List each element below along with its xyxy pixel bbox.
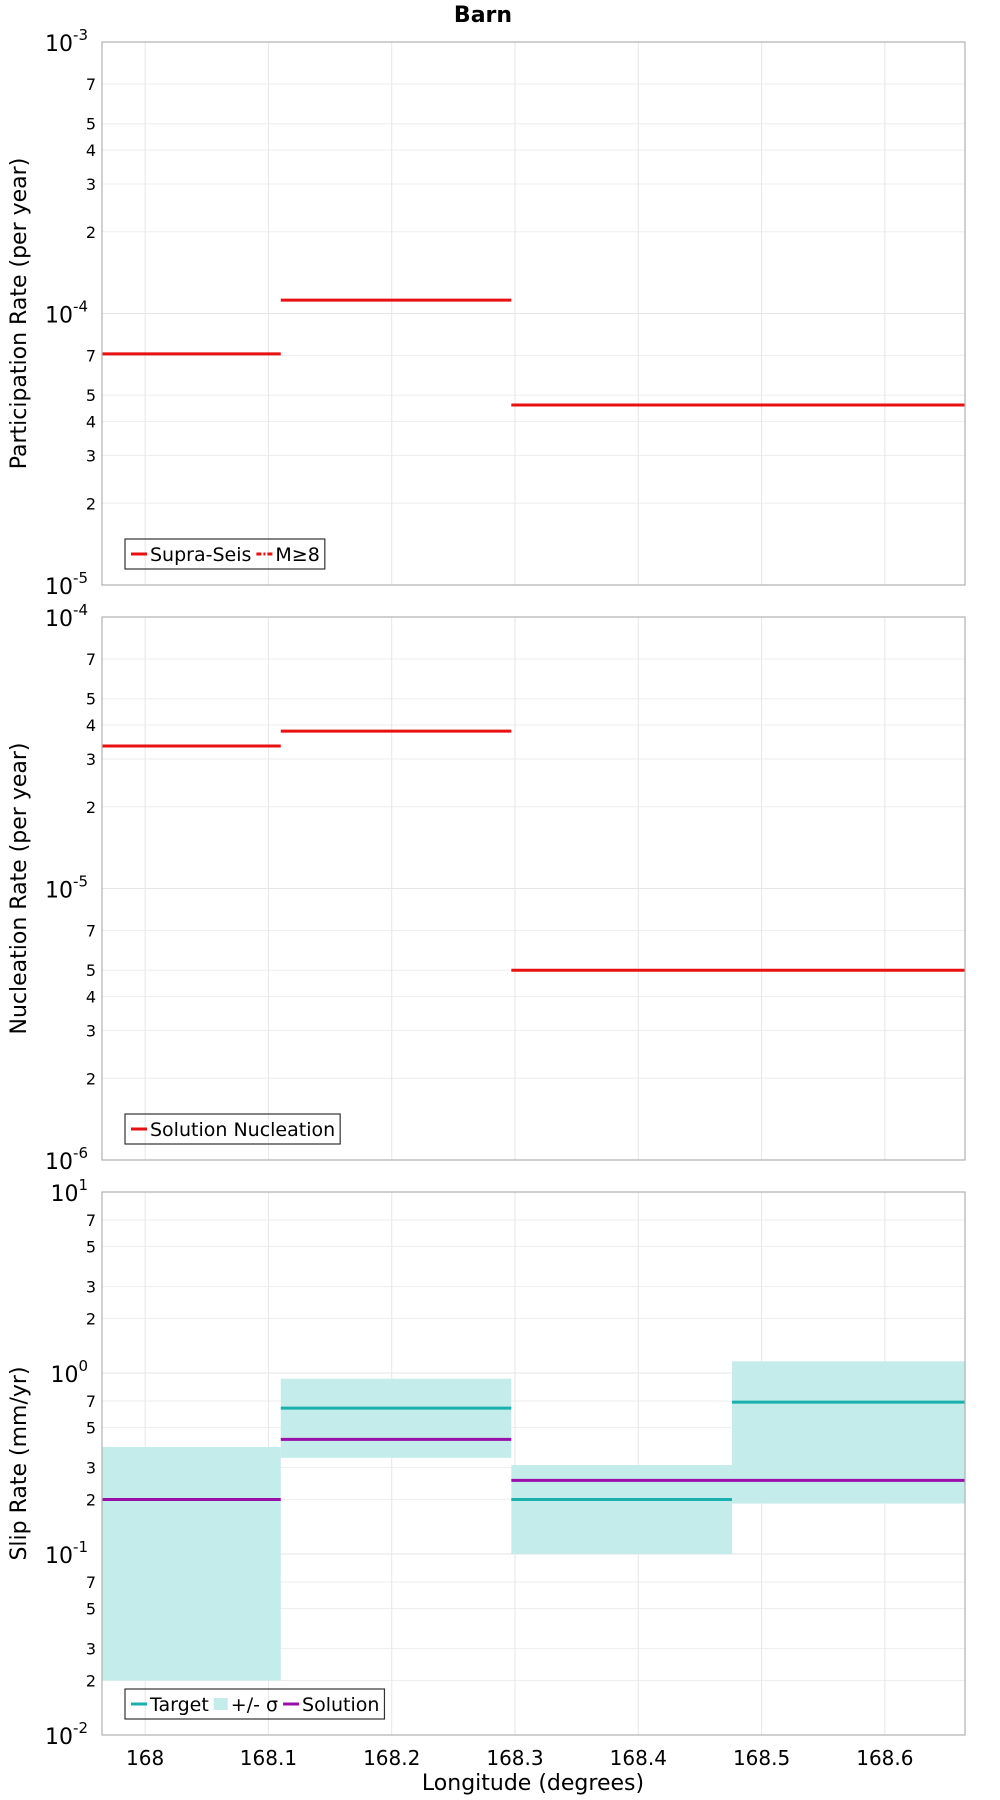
y-tick-label-minor: 2 [86,1310,96,1329]
y-tick-label-major: 10-5 [45,569,88,600]
y-axis-label: Participation Rate (per year) [7,158,32,470]
y-tick-label-major: 10-4 [45,298,88,329]
plot-frame [101,1191,966,1736]
figure-title: Barn [454,3,512,28]
sigma-band [731,1361,965,1504]
y-axis-label: Slip Rate (mm/yr) [7,1366,32,1560]
y-tick-label-major: 100 [50,1357,88,1388]
y-tick-label-minor: 2 [86,1491,96,1510]
y-tick-label-minor: 5 [86,1599,96,1618]
y-tick-label-minor: 5 [86,961,96,980]
y-tick-label-major: 10-3 [45,26,88,57]
legend-label: Solution [302,1694,379,1716]
y-tick-label-minor: 2 [86,223,96,242]
y-tick-label-minor: 7 [86,75,96,94]
sigma-band [102,1447,281,1681]
y-tick-label-minor: 5 [86,386,96,405]
legend-label: +/- σ [231,1694,278,1716]
x-tick-label: 168.4 [610,1746,667,1770]
y-tick-label-major: 10-4 [45,601,88,632]
y-axis-label: Nucleation Rate (per year) [7,743,32,1035]
legend-label: M≥8 [275,544,319,566]
y-tick-label-minor: 3 [86,446,96,465]
plot-frame [101,616,966,1161]
x-axis-label: Longitude (degrees) [422,1771,644,1796]
x-tick-label: 168.3 [486,1746,543,1770]
y-tick-label-minor: 3 [86,1459,96,1478]
x-tick-label: 168 [126,1746,164,1770]
x-tick-label: 168.2 [363,1746,420,1770]
x-tick-label: 168.5 [733,1746,790,1770]
panel-nucleation: 10-6 2 3 4 5 7 10-5 2 3 4 5 7 10-4 Nucleation Rate (p… [7,601,966,1175]
y-tick-label-minor: 2 [86,1672,96,1691]
legend-label: Solution Nucleation [150,1119,335,1141]
legend-label: Target [149,1694,209,1716]
y-tick-label-minor: 7 [86,1211,96,1230]
y-tick-label-minor: 5 [86,115,96,134]
y-tick-label-minor: 5 [86,690,96,709]
y-tick-label-major: 10-6 [45,1144,88,1175]
y-tick-label-minor: 4 [86,716,96,735]
legend-frame [124,1113,341,1145]
x-tick-label: 168.6 [856,1746,913,1770]
legend-symbol [213,1698,228,1710]
y-tick-label-major: 10-2 [45,1719,88,1750]
y-tick-label-minor: 7 [86,650,96,669]
legend-label: Supra-Seis [150,544,251,566]
y-tick-label-minor: 2 [86,798,96,817]
y-tick-label-major: 10-1 [45,1538,88,1569]
plot-frame [101,41,966,586]
y-tick-label-minor: 3 [86,175,96,194]
legend: Supra-Seis M≥8 [124,538,326,570]
panel-participation: 10-5 2 3 4 5 7 10-4 2 3 4 5 7 10-3 Participation Rate… [7,26,966,600]
y-tick-label-minor: 4 [86,141,96,160]
y-tick-label-minor: 7 [86,347,96,366]
y-tick-label-minor: 5 [86,1418,96,1437]
y-tick-label-minor: 4 [86,413,96,432]
y-tick-label-minor: 4 [86,988,96,1007]
y-tick-label-minor: 5 [86,1237,96,1256]
legend-frame [124,538,326,570]
sigma-band [511,1465,732,1554]
legend-band-swatch [213,1698,228,1710]
y-tick-label-minor: 3 [86,1021,96,1040]
y-tick-label-minor: 7 [86,1392,96,1411]
sigma-band [280,1378,512,1458]
y-tick-label-minor: 2 [86,1069,96,1088]
y-tick-label-minor: 3 [86,1640,96,1659]
legend-frame [124,1688,386,1720]
legend: Solution Nucleation [124,1113,341,1145]
y-tick-label-major: 10-5 [45,873,88,904]
legend: Target +/- σ Solution [124,1688,386,1720]
y-tick-label-minor: 7 [86,922,96,941]
y-tick-label-minor: 7 [86,1573,96,1592]
chart-panels: 10-5 2 3 4 5 7 10-4 2 3 4 5 7 10-3 Participation Rate… [7,26,966,1770]
panel-slip: 10-2 2 3 5 7 10-1 2 3 5 7 100 2 3 5 7 101 Slip Rate (mm/… [7,1176,966,1770]
y-tick-label-minor: 2 [86,494,96,513]
y-tick-label-major: 101 [50,1176,88,1207]
y-tick-label-minor: 3 [86,750,96,769]
y-tick-label-minor: 3 [86,1278,96,1297]
x-tick-label: 168.1 [240,1746,297,1770]
